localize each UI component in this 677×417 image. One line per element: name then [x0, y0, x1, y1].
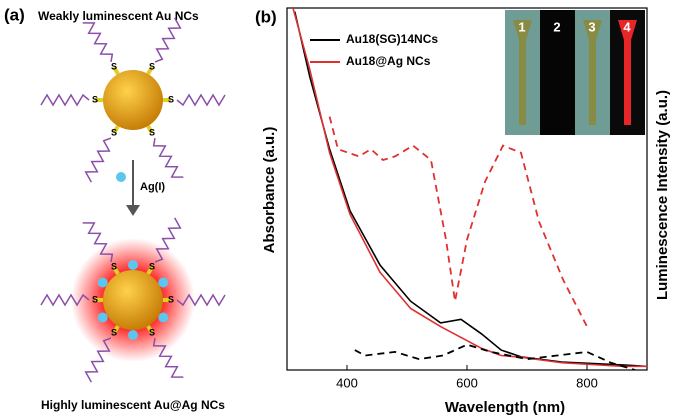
legend-label: Au18@Ag NCs	[346, 54, 431, 68]
inset-label: 4	[623, 19, 631, 34]
arrow-head	[126, 205, 140, 216]
sulfur-label: S	[111, 261, 117, 271]
ligand	[83, 23, 113, 62]
ligand	[155, 18, 180, 62]
ligand	[86, 138, 111, 182]
ag-atom	[158, 313, 168, 323]
inset-label: 1	[518, 19, 525, 34]
sulfur-label: S	[92, 94, 98, 104]
sulfur-label: S	[149, 327, 155, 337]
sulfur-label: S	[149, 261, 155, 271]
ligand	[41, 95, 89, 105]
series-line	[330, 117, 587, 327]
x-tick-label: 400	[336, 375, 358, 390]
ag-atom	[98, 278, 108, 288]
sulfur-label: S	[149, 61, 155, 71]
ag-ion	[116, 172, 126, 182]
ag-atom	[128, 330, 138, 340]
sulfur-label: S	[111, 61, 117, 71]
sulfur-label: S	[111, 327, 117, 337]
bottom-label: Highly luminescent Au@Ag NCs	[41, 398, 225, 412]
sulfur-label: S	[168, 94, 174, 104]
ligand	[177, 95, 225, 105]
ag-atom	[98, 313, 108, 323]
x-axis-label: Wavelength (nm)	[445, 399, 565, 416]
sulfur-label: S	[168, 294, 174, 304]
diagram	[41, 18, 225, 382]
series-line	[355, 345, 635, 370]
ag-atom	[128, 260, 138, 270]
inset-label: 2	[553, 19, 560, 34]
x-tick-label: 800	[576, 375, 598, 390]
y-axis-label: Absorbance (a.u.)	[261, 127, 278, 254]
ag-atom	[158, 278, 168, 288]
panel-label: (b)	[255, 7, 277, 26]
figure: (a) Weakly luminescent Au NCs Ag(I) High…	[0, 0, 677, 417]
panel-title: Weakly luminescent Au NCs	[38, 9, 199, 23]
y2-axis-label: Luminescence Intensity (a.u.)	[654, 90, 671, 300]
panel-label: (a)	[4, 5, 25, 24]
ligand	[154, 138, 184, 177]
sulfur-label: S	[92, 294, 98, 304]
inset-label: 3	[588, 19, 595, 34]
au-core	[103, 270, 163, 330]
sulfur-label: S	[149, 127, 155, 137]
sulfur-label: S	[111, 127, 117, 137]
legend-label: Au18(SG)14NCs	[346, 32, 438, 46]
x-tick-label: 600	[456, 375, 478, 390]
au-core	[103, 70, 163, 130]
step-label: Ag(I)	[140, 181, 165, 193]
